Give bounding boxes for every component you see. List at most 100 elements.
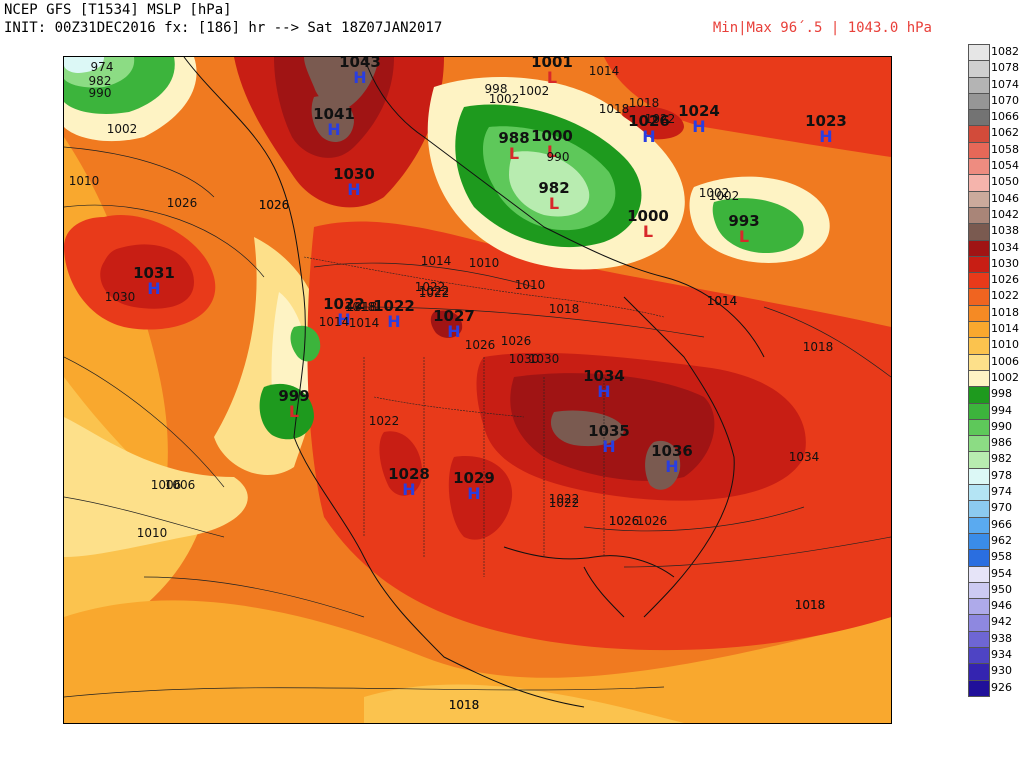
isobar-label: 982	[89, 74, 112, 88]
center-value-label: 1000	[531, 127, 573, 145]
legend-row: 930	[968, 663, 1024, 681]
center-value-label: 1022	[373, 297, 415, 315]
isobar-label: 1018	[795, 598, 826, 612]
isobar-label: 1030	[529, 352, 560, 366]
low-letter: L	[547, 142, 557, 161]
legend-swatch	[968, 646, 990, 665]
legend-label: 1054	[991, 159, 1019, 173]
legend-swatch	[968, 516, 990, 534]
isobar-label: 990	[89, 86, 112, 100]
high-letter: H	[692, 117, 705, 136]
isobars	[64, 146, 891, 698]
center-value-label: 993	[728, 212, 759, 230]
legend-swatch	[968, 500, 990, 518]
legend-row: 1010	[968, 337, 1024, 355]
eastern-high-1038-a	[550, 410, 624, 447]
isobar-label: 1014	[589, 64, 620, 78]
isobar-label: 1018	[347, 300, 378, 314]
legend-row: 958	[968, 549, 1024, 567]
legend-row: 978	[968, 467, 1024, 486]
legend-label: 1038	[991, 224, 1019, 238]
high-letter: H	[665, 457, 678, 476]
legend-row: 1002	[968, 369, 1024, 388]
isobar-label: 1022	[549, 496, 580, 510]
legend-label: 926	[991, 680, 1012, 694]
low-letter: L	[643, 222, 653, 241]
legend-label: 1010	[991, 338, 1019, 352]
low-letter: L	[509, 144, 519, 163]
center-value-label: 1027	[433, 307, 475, 325]
legend-swatch	[968, 435, 990, 453]
isobar-label: 1014	[707, 294, 738, 308]
legend-swatch	[968, 467, 990, 486]
isobar-label: 1030	[105, 290, 136, 304]
legend-label: 1078	[991, 61, 1019, 75]
legend-row: 966	[968, 516, 1024, 534]
isobar-label: 1014	[421, 254, 452, 268]
center-value-label: 1029	[453, 469, 495, 487]
isobar-label: 1002	[699, 186, 730, 200]
legend-swatch	[968, 679, 990, 697]
legend-label: 1034	[991, 240, 1019, 254]
legend-row: 990	[968, 418, 1024, 437]
legend-label: 1022	[991, 289, 1019, 303]
southern-band-1010	[364, 684, 684, 723]
legend-label: 1046	[991, 191, 1019, 205]
legend-swatch	[968, 418, 990, 437]
high-letter: H	[347, 180, 360, 199]
legend-label: 990	[991, 419, 1012, 433]
labrador-low-994	[712, 198, 804, 254]
legend-row: 1014	[968, 321, 1024, 339]
isobar-label: 1022	[549, 492, 580, 506]
legend-swatch	[968, 369, 990, 388]
isobar-label: 1002	[519, 84, 550, 98]
legend-label: 942	[991, 615, 1012, 629]
bering-low-974	[64, 57, 104, 73]
legend-swatch	[968, 386, 990, 404]
legend-swatch	[968, 484, 990, 502]
isobar-label: 1026	[465, 338, 496, 352]
coastlines	[183, 57, 765, 708]
legend-label: 986	[991, 436, 1012, 450]
legend-swatch	[968, 76, 990, 94]
legend-label: 1002	[991, 370, 1019, 384]
center-value-label: 1035	[588, 422, 630, 440]
legend-label: 1062	[991, 126, 1019, 140]
legend-label: 1030	[991, 256, 1019, 270]
isobar-label: 1034	[789, 450, 820, 464]
isobar-label: 1014	[349, 316, 380, 330]
high-letter: H	[597, 382, 610, 401]
legend-swatch	[968, 581, 990, 600]
legend-label: 982	[991, 452, 1012, 466]
legend-swatch	[968, 109, 990, 127]
greenland-high-band	[604, 57, 891, 157]
legend-label: 1042	[991, 207, 1019, 221]
legend-row: 1034	[968, 239, 1024, 257]
legend-label: 962	[991, 533, 1012, 547]
isobar-label: 1026	[609, 514, 640, 528]
legend-row: 934	[968, 646, 1024, 665]
isobar-label: 1010	[469, 256, 500, 270]
legend-swatch	[968, 549, 990, 567]
legend-label: 930	[991, 664, 1012, 678]
legend-label: 954	[991, 566, 1012, 580]
legend-row: 1006	[968, 353, 1024, 371]
pacific-band-1006	[64, 417, 248, 557]
high-letter: H	[147, 279, 160, 298]
isobar-label: 1022	[415, 280, 446, 294]
min-max-readout: Min|Max 96´.5 | 1043.0 hPa	[712, 20, 932, 36]
isobar-label: 1010	[137, 526, 168, 540]
legend-swatch	[968, 304, 990, 323]
legend-swatch	[968, 44, 990, 62]
isobar-label: 1014	[319, 315, 350, 329]
legend-row: 1022	[968, 288, 1024, 306]
legend-row: 982	[968, 451, 1024, 469]
